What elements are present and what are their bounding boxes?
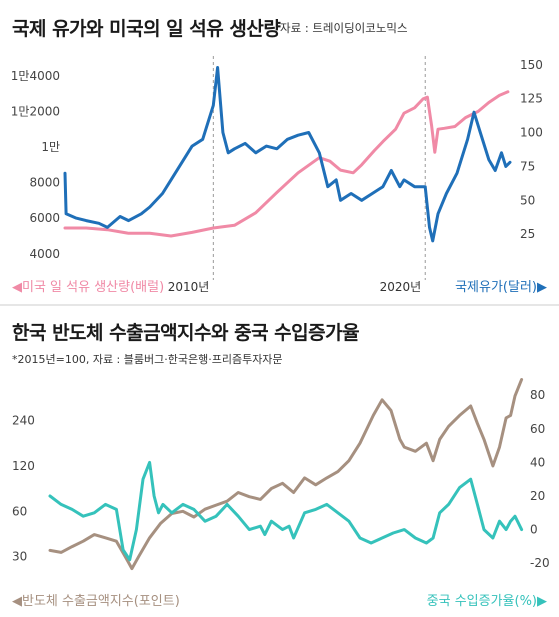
top-chart-source: 자료 : 트레이딩이코노믹스 [280, 21, 408, 35]
left-axis-tick-label: 8000 [29, 176, 60, 190]
right-axis-tick-label: 75 [520, 159, 535, 173]
left-axis-tick-label: 1만 [41, 140, 60, 154]
left-axis-tick-label: 1만4000 [11, 69, 60, 83]
series-line-teal [48, 460, 524, 562]
left-axis-tick-label: 240 [12, 414, 35, 428]
bottom-chart-source: *2015년=100, 자료 : 블룸버그·한국은행·프리즘투자자문 [12, 353, 283, 366]
left-axis-tick-label: 4000 [29, 247, 60, 261]
top-chart-title: 국제 유가와 미국의 일 석유 생산량 [12, 18, 281, 40]
right-axis-tick-label: 80 [530, 388, 545, 402]
right-axis-tick-label: 100 [520, 126, 543, 140]
left-axis-tick-label: 1만2000 [11, 104, 60, 118]
right-axis-tick-label: 50 [520, 193, 535, 207]
left-axis-tick-label: 120 [12, 459, 35, 473]
right-axis-tick-label: 20 [530, 489, 545, 503]
left-axis-tick-label: 6000 [29, 211, 60, 225]
series-line-blue [63, 66, 512, 243]
left-axis-tick-label: 30 [12, 550, 27, 564]
series-line-taupe [48, 378, 524, 571]
panel-divider [0, 304, 559, 306]
right-axis-legend-label: 중국 수입증가율(%)▶ [427, 594, 547, 609]
right-axis-legend-label: 국제유가(달러)▶ [455, 280, 547, 295]
right-axis-tick-label: -20 [530, 556, 550, 570]
right-axis-tick-label: 150 [520, 58, 543, 72]
left-axis-legend-label: ◀반도체 수출금액지수(포인트) [12, 594, 180, 609]
oil-price-production-chart: 4000 6000 8000 1만 1만2000 1만4000 25 50 75 100 125 15… [11, 56, 547, 295]
left-axis-tick-label: 60 [12, 504, 27, 518]
x-axis-tick-label: 2020년 [380, 280, 422, 294]
right-axis-tick-label: 25 [520, 227, 535, 241]
bottom-chart-title: 한국 반도체 수출금액지수와 중국 수입증가율 [12, 322, 360, 344]
left-axis-legend-label: ◀미국 일 석유 생산량(배럴) [12, 280, 164, 295]
right-axis-tick-label: 40 [530, 455, 545, 469]
x-axis-tick-label: 2010년 [168, 280, 210, 294]
right-axis-tick-label: 0 [530, 523, 538, 537]
series-line-pink [63, 90, 510, 238]
right-axis-tick-label: 125 [520, 92, 543, 106]
right-axis-tick-label: 60 [530, 422, 545, 436]
